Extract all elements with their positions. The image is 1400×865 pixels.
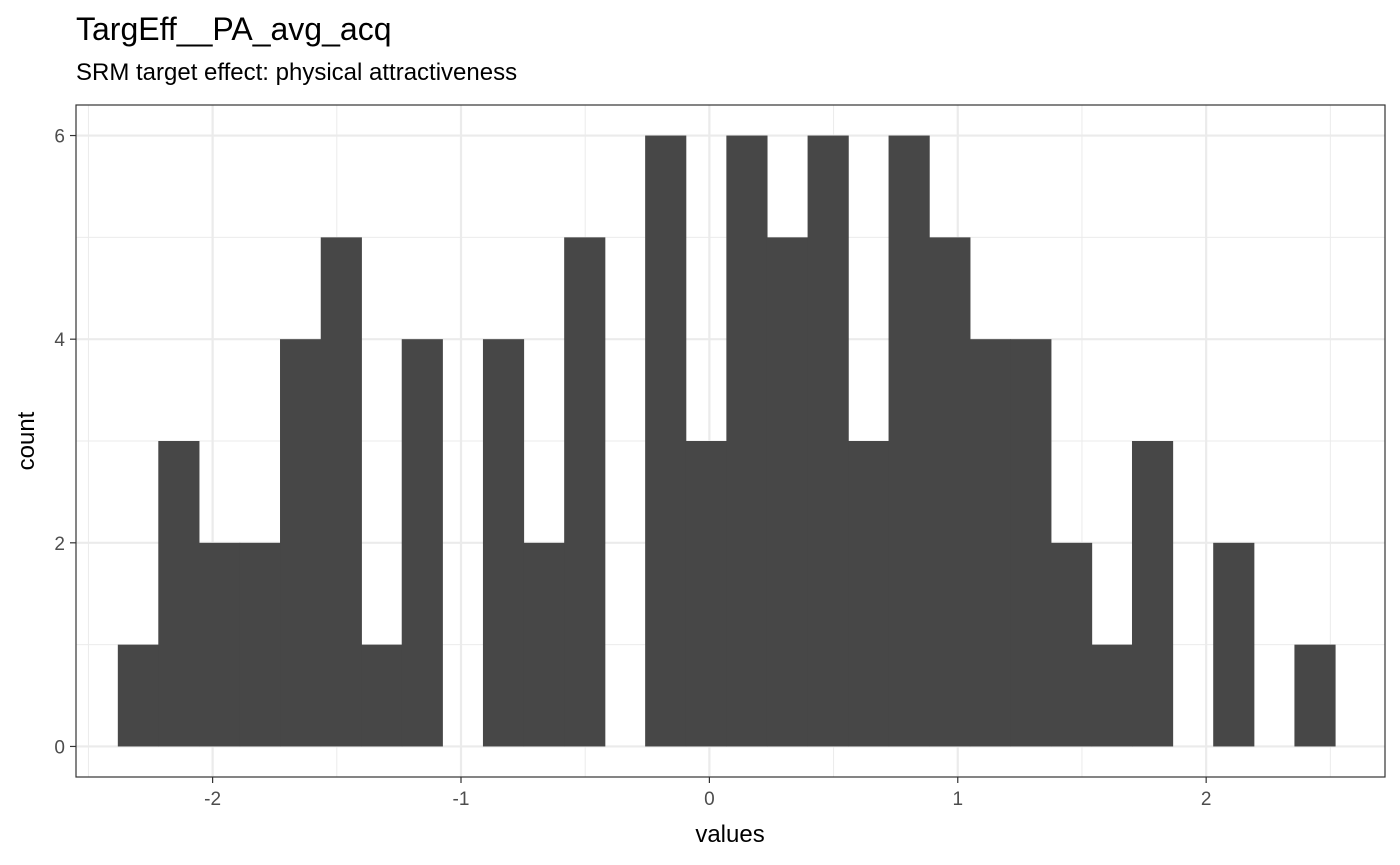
histogram-bar [117, 644, 159, 747]
y-tick-label: 6 [54, 127, 65, 148]
panel-border [75, 104, 1386, 778]
y-tick-label: 0 [54, 737, 65, 758]
histogram-bar [766, 237, 809, 747]
histogram-bar [199, 542, 241, 747]
histogram-bar [1131, 441, 1174, 747]
histogram-bar [523, 542, 565, 747]
histogram-bar [888, 135, 930, 747]
histogram-bar [401, 339, 443, 747]
histogram-bar [645, 135, 687, 747]
chart-subtitle: SRM target effect: physical attractivene… [76, 59, 517, 86]
histogram-bar [929, 237, 971, 747]
histogram-bar [280, 339, 322, 747]
histogram-bar [158, 441, 200, 747]
axes: -2 -1 0 1 2 0 2 4 6 [54, 127, 1211, 810]
y-tick-label: 4 [54, 330, 65, 351]
histogram-bar [1051, 542, 1093, 747]
x-tick-label: -1 [453, 789, 470, 810]
histogram-bar [1091, 644, 1133, 747]
histogram-bar [320, 237, 362, 747]
x-tick-label: 0 [704, 789, 715, 810]
histogram-bar [969, 339, 1011, 747]
histogram-bar [685, 441, 728, 747]
histogram-bar [1213, 542, 1255, 747]
y-tick-label: 2 [54, 534, 65, 555]
histogram-bar [482, 339, 525, 747]
histogram-bar [726, 135, 768, 747]
x-axis-title: values [695, 821, 764, 848]
chart-title: TargEff__PA_avg_acq [76, 11, 391, 47]
histogram-bar [361, 644, 403, 747]
x-tick-label: -2 [204, 789, 221, 810]
x-tick-label: 1 [952, 789, 963, 810]
histogram-bar [1294, 644, 1336, 747]
histogram-bar [239, 542, 281, 747]
histogram-bar [848, 441, 890, 747]
histogram-bars [117, 135, 1336, 747]
x-tick-label: 2 [1201, 789, 1212, 810]
histogram-bar [564, 237, 606, 747]
y-axis-title: count [13, 411, 40, 470]
histogram-bar [1010, 339, 1052, 747]
histogram-bar [807, 135, 849, 747]
